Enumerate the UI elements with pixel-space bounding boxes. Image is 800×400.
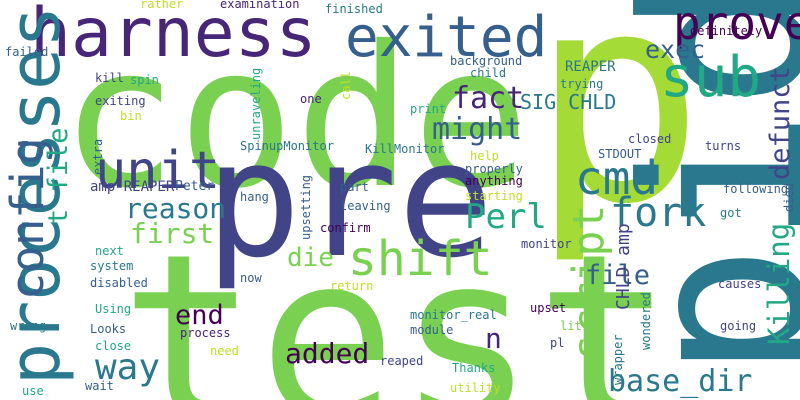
cloud-word-code: code (60, 4, 530, 231)
cloud-word-failed: failed (5, 45, 49, 59)
cloud-word-causes: causes (718, 277, 762, 291)
cloud-word-spinupmonitor: SpinupMonitor (240, 139, 334, 153)
cloud-word-going: going (720, 319, 757, 333)
cloud-word-print: print (410, 102, 447, 116)
cloud-word-unraveling: unraveling (249, 67, 263, 140)
cloud-word-test: test (120, 206, 674, 400)
cloud-word-fork: fork (610, 190, 707, 236)
cloud-word-help: help (470, 149, 499, 163)
cloud-word-upsetting: upsetting (299, 174, 313, 240)
cloud-word-chld-amp: CHLD amp (613, 223, 634, 310)
cloud-word-unit: unit (95, 141, 221, 201)
cloud-word-monitor: monitor (521, 237, 572, 251)
cloud-word-close: close (95, 339, 132, 353)
cloud-word-bin: bin (120, 109, 142, 123)
cloud-word-cmd: cmd (575, 151, 659, 205)
cloud-word-next: next (95, 244, 124, 258)
cloud-word-reason: reason (125, 192, 227, 225)
cloud-word-exited: exited (345, 5, 548, 70)
cloud-word-defunct: defunct (765, 66, 796, 180)
cloud-word-part: part (340, 180, 369, 194)
cloud-word-fact: fact (452, 81, 525, 116)
cloud-word-kill: kill (95, 71, 124, 85)
cloud-word-anything: anything (465, 174, 523, 188)
cloud-word-trying: trying (560, 77, 604, 91)
cloud-word-thanks: Thanks (452, 361, 496, 375)
cloud-word-hang: hang (240, 190, 269, 204)
cloud-word-got: got (720, 206, 742, 220)
cloud-word-process: process (180, 326, 231, 340)
cloud-word-closed: closed (628, 132, 672, 146)
cloud-word-peter: Peter (175, 179, 215, 194)
cloud-word-died: died (782, 183, 796, 212)
cloud-word-confirm: confirm (320, 221, 371, 235)
cloud-word-using: Using (95, 302, 132, 316)
cloud-word-killing: Killing (762, 222, 796, 345)
cloud-word-properly: properly (465, 162, 523, 176)
cloud-word-wait: wait (85, 379, 114, 393)
cloud-word-call: call (339, 71, 353, 100)
cloud-word-prove: prove (673, 0, 800, 50)
cloud-word-extra: extra (91, 138, 105, 175)
cloud-word-pl: pl (550, 336, 565, 350)
cloud-word-need: need (210, 344, 239, 358)
cloud-word-wondered: wondered (639, 292, 653, 350)
cloud-word-wrong: wrong (10, 319, 47, 333)
cloud-word-t-file: t file (43, 127, 74, 225)
cloud-word-exiting: exiting (95, 94, 146, 108)
cloud-word-little: little (560, 319, 604, 333)
cloud-word-die: die (287, 243, 334, 273)
cloud-word-monitor-real: monitor_real (410, 308, 497, 322)
cloud-word-pre: pre (205, 106, 494, 293)
cloud-word-background: background (450, 54, 523, 68)
cloud-word-might: might (432, 112, 523, 147)
cloud-word-module: module (410, 323, 454, 337)
cloud-word-return: return (330, 279, 374, 293)
cloud-word-one: one (300, 92, 322, 106)
cloud-word-examination: examination (220, 0, 300, 11)
cloud-word-now: now (240, 271, 262, 285)
cloud-word-perl: Perl (465, 197, 547, 237)
cloud-word-spin: spin (130, 73, 159, 87)
cloud-word-killmonitor: KillMonitor (365, 142, 445, 156)
cloud-word-p: p (530, 0, 705, 268)
cloud-word-rather: rather (140, 0, 184, 11)
cloud-word-sig-chld: SIG CHLD (520, 90, 617, 114)
cloud-word-child: child (470, 66, 507, 80)
cloud-word-first: first (130, 217, 215, 250)
cloud-word-way: way (95, 347, 161, 388)
cloud-word-added: added (285, 337, 370, 370)
cloud-word-system: system (90, 259, 134, 273)
cloud-word-following: following (723, 182, 789, 196)
cloud-word-reaper: REAPER (565, 59, 616, 75)
cloud-word-upset: upset (530, 301, 567, 315)
cloud-word-amp-reaper: amp REAPER (90, 179, 175, 195)
cloud-word-use: use (22, 384, 44, 398)
cloud-word-starting: starting (465, 189, 523, 203)
cloud-word-turns: turns (705, 139, 742, 153)
cloud-word-base-dir: base_dir (608, 364, 753, 399)
cloud-word-n: n (485, 322, 502, 355)
cloud-word-end: end (175, 300, 224, 331)
cloud-word-stdout: STDOUT (598, 147, 642, 161)
cloud-word-leaving: leaving (340, 199, 391, 213)
cloud-word-reaped: reaped (380, 354, 424, 368)
cloud-word-sub: sub (660, 45, 762, 110)
cloud-word-finished: finished (325, 2, 383, 16)
cloud-word-shift: shift (348, 231, 493, 287)
cloud-word-file: file (585, 260, 651, 291)
cloud-word-looks: Looks (90, 322, 127, 336)
cloud-word-harness: harness (30, 0, 317, 73)
cloud-word-wrapper: wrapper (611, 334, 625, 385)
cloud-word-disabled: disabled (90, 276, 148, 290)
cloud-word-utility: utility (450, 381, 501, 395)
cloud-word-definitely: definitely (690, 24, 763, 38)
cloud-word-exec: exec (645, 35, 706, 64)
